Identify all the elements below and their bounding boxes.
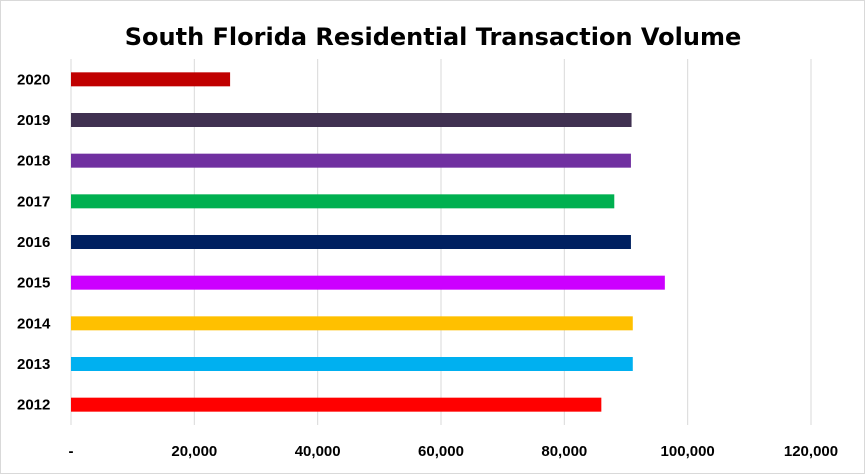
bar-2014 bbox=[71, 316, 633, 331]
bar-2020 bbox=[71, 72, 231, 87]
category-label-2017: 2017 bbox=[17, 193, 50, 210]
category-label-2014: 2014 bbox=[17, 315, 51, 332]
bars bbox=[71, 72, 665, 412]
category-label-2018: 2018 bbox=[17, 153, 50, 170]
x-tick-label: 80,000 bbox=[541, 443, 587, 460]
category-label-2020: 2020 bbox=[17, 71, 50, 88]
x-tick-label: 40,000 bbox=[295, 443, 341, 460]
bar-2015 bbox=[71, 275, 665, 290]
bar-2018 bbox=[71, 153, 631, 168]
chart-title: South Florida Residential Transaction Vo… bbox=[125, 23, 742, 51]
x-tick-label: - bbox=[69, 443, 74, 460]
bar-2012 bbox=[71, 397, 602, 412]
x-axis-tick-labels: - 20,000 40,000 60,000 80,000 100,000 120,000 bbox=[69, 443, 839, 460]
x-tick-label: 120,000 bbox=[784, 443, 838, 460]
x-tick-label: 60,000 bbox=[418, 443, 464, 460]
category-labels: 2020 2019 2018 2017 2016 2015 2014 2013 2012 bbox=[17, 71, 51, 413]
bar-2013 bbox=[71, 357, 633, 371]
x-tick-label: 20,000 bbox=[171, 443, 217, 460]
category-label-2019: 2019 bbox=[17, 112, 50, 129]
x-tick-label: 100,000 bbox=[661, 443, 715, 460]
category-label-2012: 2012 bbox=[17, 397, 50, 414]
category-label-2015: 2015 bbox=[17, 275, 50, 292]
bar-2016 bbox=[71, 235, 631, 249]
bar-2019 bbox=[71, 113, 632, 127]
bar-2017 bbox=[71, 194, 615, 209]
category-label-2016: 2016 bbox=[17, 234, 50, 251]
category-label-2013: 2013 bbox=[17, 356, 50, 373]
